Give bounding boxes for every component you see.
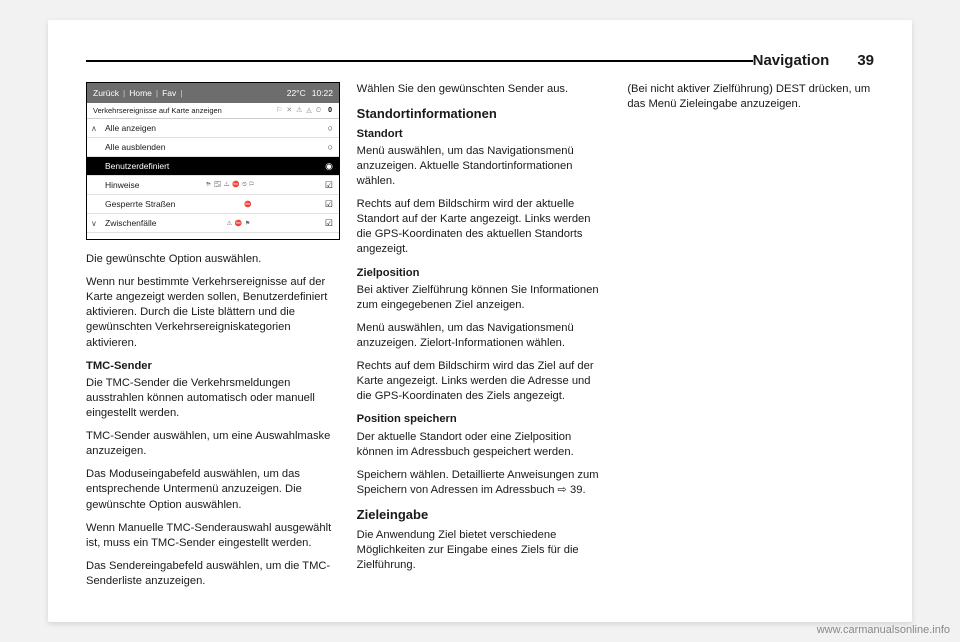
body-text: Wenn nur bestimmte Verkehrsereig­nisse a…	[86, 275, 333, 351]
watermark: www.carmanualsonline.info	[817, 624, 950, 636]
body-columns: Die gewünschte Option auswählen. Wenn nu…	[86, 82, 874, 596]
body-text: Speichern wählen. Detaillierte Anwei­sun…	[357, 468, 604, 498]
body-text: Menü auswählen, um das Navigationsmenü a…	[357, 321, 604, 351]
body-text: Bei aktiver Zielführung können Sie Infor…	[357, 283, 604, 313]
heading-destination-input: Zieleingabe	[357, 506, 604, 524]
page-number: 39	[857, 52, 874, 69]
image-spacer	[86, 82, 333, 252]
body-text: Rechts auf dem Bildschirm wird das Ziel …	[357, 359, 604, 404]
header-rule	[86, 60, 753, 62]
body-text: Menü auswählen, um das Navigationsmenü a…	[357, 144, 604, 189]
body-text: Wählen Sie den gewünschten Sender aus.	[357, 82, 604, 97]
body-text: Rechts auf dem Bildschirm wird der aktue…	[357, 197, 604, 257]
body-text: Die Anwendung Ziel bietet verschie­dene …	[357, 528, 604, 573]
body-text: Wenn Manuelle TMC-Senderauswahl ausgewäh…	[86, 521, 333, 551]
body-text: Das Sendereingabefeld auswählen, um die …	[86, 559, 333, 589]
section-title: Navigation	[753, 52, 840, 69]
heading-location-info: Standortinformationen	[357, 105, 604, 123]
subheading-location: Standort	[357, 127, 604, 142]
page-header: Navigation 39	[86, 52, 874, 69]
body-text: Der aktuelle Standort oder eine Ziel­pos…	[357, 430, 604, 460]
subheading-tmc-sender: TMC-Sender	[86, 359, 333, 374]
subheading-destination-position: Zielposition	[357, 266, 604, 281]
body-text: TMC-Sender auswählen, um eine Auswahlmas…	[86, 429, 333, 459]
manual-page: Navigation 39 Zurück | Home | Fav | 22°C…	[48, 20, 912, 622]
body-text: Das Moduseingabefeld auswählen, um das e…	[86, 467, 333, 512]
subheading-save-position: Position speichern	[357, 412, 604, 427]
body-text: Die gewünschte Option auswählen.	[86, 252, 333, 267]
body-text: (Bei nicht aktiver Zielführung) DEST drü…	[627, 82, 874, 112]
body-text: Die TMC-Sender die Verkehrsmel­dungen au…	[86, 376, 333, 421]
